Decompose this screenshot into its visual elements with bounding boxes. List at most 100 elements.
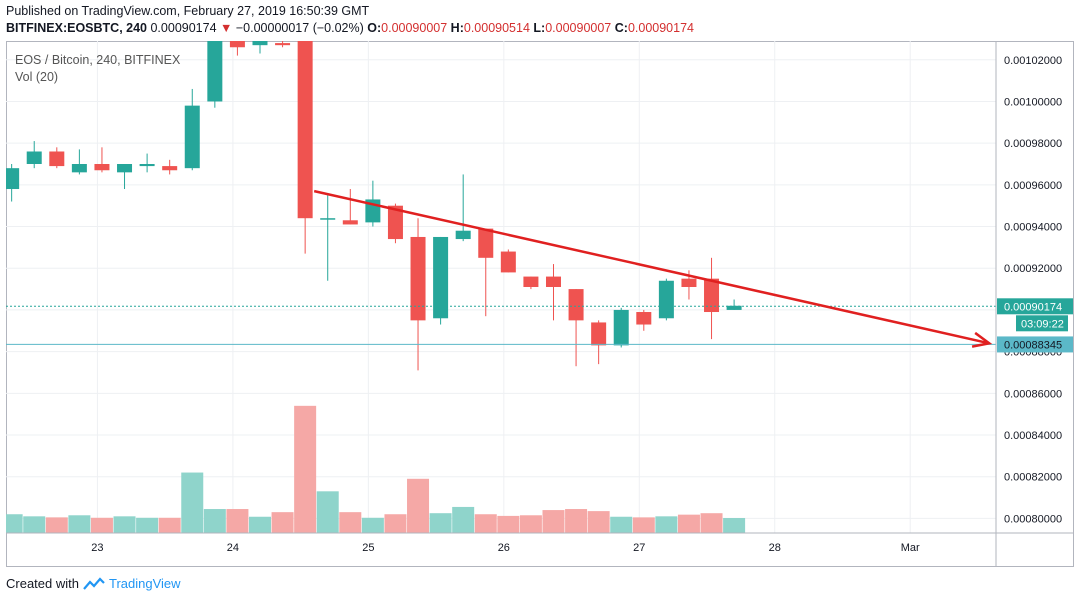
- volume-bar: [136, 517, 159, 533]
- y-tick-label: 0.00082000: [1004, 472, 1062, 484]
- volume-bar: [113, 516, 136, 533]
- candle-body: [455, 230, 471, 240]
- price-chart[interactable]: 0.00080000 0.00082000 0.00084000 0.00086000…: [6, 41, 1074, 567]
- candle-body: [433, 236, 449, 319]
- last-price-label-bg: [997, 298, 1073, 315]
- candle-body: [636, 312, 652, 325]
- candle-body: [49, 151, 65, 167]
- overlay-lines: [6, 189, 996, 345]
- volume-bar: [203, 509, 226, 533]
- y-tick-label: 0.00086000: [1004, 388, 1062, 400]
- volume-bar: [339, 512, 362, 533]
- candle-body: [297, 41, 313, 219]
- candle-body: [500, 251, 516, 273]
- volume-bar: [45, 517, 68, 533]
- high-label: H:: [450, 21, 464, 35]
- ohlc-bar: BITFINEX:EOSBTC, 240 0.00090174 ▼ −0.000…: [6, 21, 694, 35]
- volume-bar: [497, 515, 520, 533]
- volume-bar: [429, 513, 452, 533]
- tradingview-brand[interactable]: TradingView: [108, 576, 181, 591]
- candle-body: [275, 43, 291, 46]
- y-tick-label: 0.00100000: [1004, 96, 1062, 108]
- volume-bar: [519, 515, 542, 533]
- candle-body: [94, 164, 110, 171]
- volume-bar: [723, 517, 746, 533]
- volume-bar: [6, 514, 23, 533]
- candle-body: [387, 205, 403, 240]
- volume-bar: [248, 516, 271, 533]
- candle-body: [162, 166, 178, 171]
- candle-body: [139, 164, 155, 167]
- volume-bar: [655, 516, 678, 533]
- tradingview-logo-icon: [83, 576, 105, 590]
- change-arrow-icon: ▼: [220, 21, 233, 35]
- high-value: 0.00090514: [463, 21, 530, 35]
- volume-bar: [361, 517, 384, 533]
- volume-bar: [587, 511, 610, 533]
- volume-bar: [90, 517, 113, 533]
- candle-body: [523, 276, 539, 287]
- volume-bar: [23, 516, 46, 533]
- volume-bar: [226, 509, 249, 533]
- volume-bar: [452, 506, 475, 533]
- volume-bar: [181, 472, 204, 533]
- open-label: O:: [367, 21, 382, 35]
- volume-bars: [6, 405, 746, 533]
- candle-body: [478, 228, 494, 258]
- candle-body: [704, 278, 720, 313]
- close-value: 0.00090174: [627, 21, 694, 35]
- last-price-label: 0.00090174: [1004, 301, 1062, 313]
- grid: [6, 41, 996, 533]
- volume-bar: [610, 516, 633, 533]
- created-with-text: Created with: [6, 576, 79, 591]
- y-tick-label: 0.00094000: [1004, 222, 1062, 234]
- volume-bar: [407, 478, 430, 533]
- x-tick-label: Mar: [901, 542, 920, 554]
- candle-body: [591, 322, 607, 346]
- candle-body: [117, 164, 133, 173]
- candle-body: [320, 218, 336, 220]
- candle-body: [71, 164, 87, 173]
- low-value: 0.00090007: [545, 21, 612, 35]
- volume-bar: [677, 514, 700, 533]
- y-tick-label: 0.00092000: [1004, 263, 1062, 275]
- published-line: Published on TradingView.com, February 2…: [6, 4, 370, 18]
- volume-legend[interactable]: Vol (20): [15, 70, 59, 84]
- x-tick-label: 28: [769, 542, 781, 554]
- chart-border: [6, 41, 1074, 567]
- countdown-bg: [1016, 315, 1068, 332]
- trendline: [313, 189, 990, 345]
- candle-body: [545, 276, 561, 287]
- candle-body: [26, 151, 42, 164]
- trendline-arrow-icon: [971, 331, 993, 348]
- y-tick-label: 0.00080000: [1004, 513, 1062, 525]
- y-tick-label: 0.00096000: [1004, 180, 1062, 192]
- candles: [6, 41, 742, 371]
- y-tick-label: 0.00098000: [1004, 138, 1062, 150]
- volume-bar: [474, 514, 497, 533]
- x-tick-label: 27: [633, 542, 645, 554]
- target-price-label-bg: [997, 336, 1073, 353]
- candle-body: [229, 41, 245, 48]
- candle-body: [613, 309, 629, 346]
- x-tick-label: 23: [91, 542, 103, 554]
- candle-body: [207, 41, 223, 102]
- candle-body: [726, 305, 742, 310]
- volume-bar: [316, 491, 339, 533]
- x-tick-label: 25: [362, 542, 374, 554]
- candle-body: [252, 41, 268, 46]
- volume-bar: [294, 405, 317, 533]
- axes: 0.00080000 0.00082000 0.00084000 0.00086000…: [6, 41, 1074, 567]
- close-label: C:: [614, 21, 628, 35]
- candle-body: [568, 289, 584, 321]
- y-tick-label: 0.00084000: [1004, 430, 1062, 442]
- volume-bar: [565, 509, 588, 533]
- volume-bar: [542, 510, 565, 533]
- volume-bar: [158, 517, 181, 533]
- change-value: −0.00000017 (−0.02%): [235, 21, 364, 35]
- volume-bar: [632, 517, 655, 533]
- y-tick-label: 0.00102000: [1004, 55, 1062, 67]
- candle-body: [658, 280, 674, 319]
- candle-body: [410, 236, 426, 321]
- series-legend: EOS / Bitcoin, 240, BITFINEX: [15, 53, 181, 67]
